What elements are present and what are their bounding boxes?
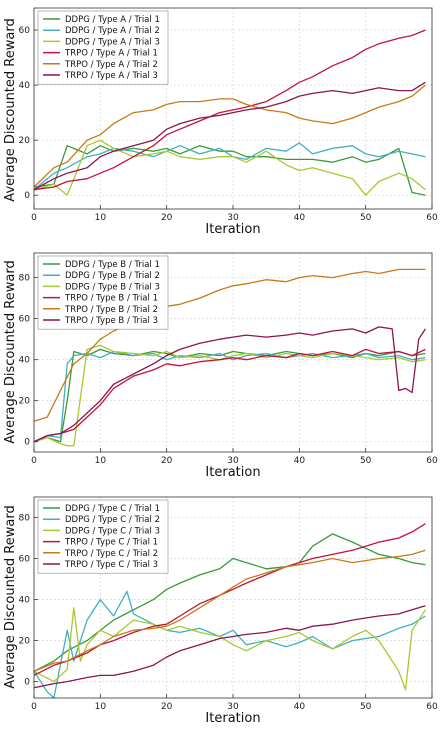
x-tick-label: 0: [31, 213, 37, 223]
legend-entry: DDPG / Type B / Trial 2: [65, 271, 160, 281]
series-line-1: [33, 348, 426, 443]
x-tick-label: 30: [227, 702, 239, 712]
y-axis-label: Average Discounted Reward: [3, 260, 18, 443]
legend-entry: DDPG / Type C / Trial 2: [65, 515, 160, 525]
chart-panel-2: 0 10 20 30 40 50 60 0 20 40 60 80 Iteration Average D…: [3, 252, 438, 480]
x-tick-label: 60: [426, 456, 438, 466]
series-line-5: [33, 549, 426, 672]
x-tick-label: 10: [95, 213, 107, 223]
x-axis-label: Iteration: [205, 465, 260, 480]
series-line-6: [33, 605, 426, 689]
y-tick-label: 40: [19, 81, 31, 91]
y-tick-label: 60: [19, 315, 31, 325]
x-tick-label: 50: [360, 456, 372, 466]
legend-entry: DDPG / Type A / Trial 3: [65, 37, 160, 47]
legend-entry: TRPO / Type A / Trial 3: [64, 71, 158, 81]
y-tick-label: 80: [19, 514, 31, 524]
series-line-6: [33, 81, 426, 191]
legend-entry: DDPG / Type C / Trial 1: [65, 504, 160, 514]
y-tick-label: 40: [19, 356, 31, 366]
series-line-2: [33, 350, 426, 443]
y-tick-label: 20: [19, 136, 31, 146]
series-line-4: [33, 29, 426, 191]
chart-panel-3: 0 10 20 30 40 50 60 0 20 40 60 80 Iteration Average D…: [3, 496, 438, 726]
legend-entry: TRPO / Type C / Trial 3: [64, 560, 158, 570]
legend-entry: DDPG / Type A / Trial 1: [65, 15, 160, 25]
y-tick-label: 60: [19, 26, 31, 36]
x-tick-label: 40: [294, 456, 306, 466]
x-tick-label: 20: [161, 213, 173, 223]
x-tick-label: 30: [227, 456, 239, 466]
series-line-5: [33, 268, 426, 422]
series-line-3: [33, 139, 426, 196]
legend-entry: DDPG / Type A / Trial 2: [65, 26, 160, 36]
y-axis-label: Average Discounted Reward: [3, 505, 18, 688]
y-tick-label: 20: [19, 637, 31, 647]
legend-entry: TRPO / Type B / Trial 2: [64, 305, 158, 315]
x-tick-label: 10: [95, 702, 107, 712]
legend-entry: DDPG / Type B / Trial 1: [65, 260, 160, 270]
legend-entry: TRPO / Type B / Trial 3: [64, 316, 158, 326]
y-tick-label: 0: [24, 438, 30, 448]
x-tick-label: 20: [161, 702, 173, 712]
x-tick-label: 60: [426, 213, 438, 223]
legend-box: [37, 255, 169, 330]
legend-entry: TRPO / Type A / Trial 2: [64, 60, 158, 70]
x-tick-label: 0: [31, 702, 37, 712]
x-tick-label: 0: [31, 456, 37, 466]
y-axis-label: Average Discounted Reward: [3, 18, 18, 201]
legend-entry: TRPO / Type B / Trial 1: [64, 294, 158, 304]
x-tick-label: 50: [360, 702, 372, 712]
x-tick-label: 40: [294, 213, 306, 223]
y-tick-label: 80: [19, 274, 31, 284]
y-tick-label: 0: [24, 678, 30, 688]
legend-entry: TRPO / Type C / Trial 1: [64, 538, 158, 548]
x-tick-label: 50: [360, 213, 372, 223]
y-tick-label: 60: [19, 555, 31, 565]
legend-entry: TRPO / Type C / Trial 2: [64, 549, 158, 559]
legend-entry: DDPG / Type C / Trial 3: [65, 526, 160, 536]
series-line-2: [33, 590, 426, 699]
y-tick-label: 0: [24, 191, 30, 201]
x-tick-label: 30: [227, 213, 239, 223]
legend-entry: TRPO / Type A / Trial 1: [64, 49, 158, 59]
x-axis-label: Iteration: [205, 222, 260, 237]
series-line-4: [33, 348, 426, 443]
x-tick-label: 40: [294, 702, 306, 712]
y-tick-label: 20: [19, 397, 31, 407]
legend-box: [37, 10, 169, 85]
legend-entry: DDPG / Type B / Trial 3: [65, 282, 160, 292]
x-axis-label: Iteration: [205, 711, 260, 726]
x-tick-label: 60: [426, 702, 438, 712]
chart-panel-1: 0 10 20 30 40 50 60 0 20 40 60 Iteration Average Dis…: [3, 7, 438, 237]
series-line-6: [33, 326, 426, 443]
y-tick-label: 40: [19, 596, 31, 606]
series-line-5: [33, 84, 426, 188]
x-tick-label: 20: [161, 456, 173, 466]
x-tick-label: 10: [95, 456, 107, 466]
series-line-1: [33, 145, 426, 196]
series-line-3: [33, 344, 426, 447]
legend-box: [37, 499, 169, 574]
